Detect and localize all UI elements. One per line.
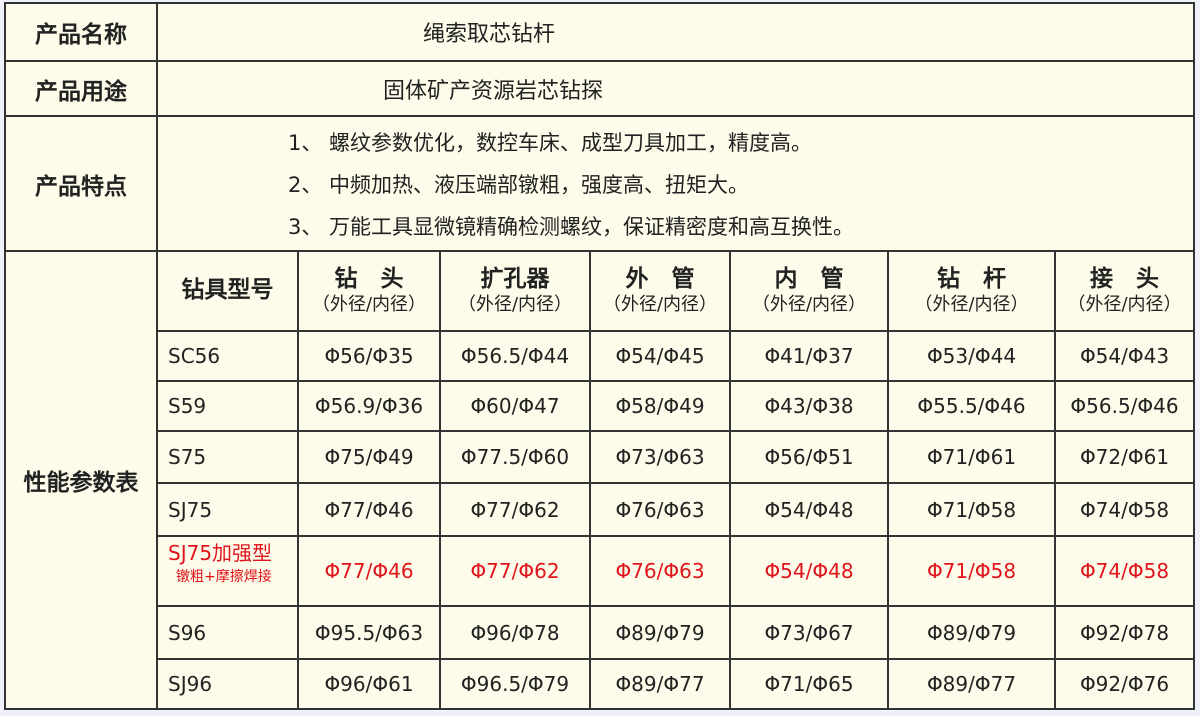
value-cell: Φ75/Φ49 — [299, 432, 441, 484]
value-cell: Φ77/Φ46 — [299, 484, 441, 537]
value-cell: Φ96.5/Φ79 — [441, 660, 591, 708]
model-cell: S59 — [158, 382, 299, 432]
product-table: 产品名称 绳索取芯钻杆 产品用途 固体矿产资源岩芯钻探 产品特点 1、 螺纹参数… — [4, 2, 1195, 710]
value-cell: Φ43/Φ38 — [731, 382, 889, 432]
label-product-name: 产品名称 — [6, 4, 158, 60]
value-cell: Φ71/Φ65 — [731, 660, 889, 708]
header-cell: 钻 杆（外径/内径） — [889, 252, 1056, 332]
header-subtitle: （外径/内径） — [1067, 294, 1182, 315]
value-cell: Φ53/Φ44 — [889, 332, 1056, 382]
value-cell: Φ58/Φ49 — [591, 382, 731, 432]
label-spec: 性能参数表 — [6, 252, 158, 708]
header-title: 接 头 — [1090, 266, 1159, 293]
header-subtitle: （外径/内径） — [751, 294, 867, 315]
value-cell: Φ71/Φ61 — [889, 432, 1056, 484]
feature-item: 3、 万能工具显微镜精确检测螺纹，保证精密度和高互换性。 — [288, 214, 855, 239]
value-cell: Φ77/Φ46 — [299, 537, 441, 607]
model-name: SJ96 — [168, 672, 213, 696]
model-name: SJ75 — [168, 497, 213, 522]
row-product-name: 产品名称 绳索取芯钻杆 — [6, 4, 1193, 62]
value-cell: Φ76/Φ63 — [591, 537, 731, 607]
header-cell: 接 头（外径/内径） — [1056, 252, 1193, 332]
header-title: 外 管 — [625, 266, 695, 293]
value-cell: Φ41/Φ37 — [731, 332, 889, 382]
value-cell: Φ54/Φ45 — [591, 332, 731, 382]
value-cell: Φ56/Φ35 — [299, 332, 441, 382]
value-cell: Φ54/Φ43 — [1056, 332, 1193, 382]
header-title: 钻具型号 — [181, 277, 274, 304]
model-cell: SC56 — [158, 332, 299, 382]
label-product-features: 产品特点 — [6, 117, 158, 250]
value-cell: Φ55.5/Φ46 — [889, 382, 1056, 432]
value-cell: Φ89/Φ77 — [889, 660, 1056, 708]
header-subtitle: （外径/内径） — [602, 294, 718, 315]
feature-item: 1、 螺纹参数优化，数控车床、成型刀具加工，精度高。 — [288, 130, 813, 155]
header-cell: 扩孔器 （外径/内径） — [441, 252, 591, 332]
value-cell: Φ95.5/Φ63 — [299, 607, 441, 660]
value-cell: Φ54/Φ48 — [731, 484, 889, 537]
value-cell: Φ89/Φ79 — [889, 607, 1056, 660]
value-cell: Φ73/Φ63 — [591, 432, 731, 484]
header-cell: 内 管（外径/内径） — [731, 252, 889, 332]
value-cell: Φ72/Φ61 — [1056, 432, 1193, 484]
header-subtitle: （外径/内径） — [311, 294, 427, 315]
value-cell: Φ89/Φ77 — [591, 660, 731, 708]
value-cell: Φ74/Φ58 — [1056, 484, 1193, 537]
header-title: 钻 杆 — [937, 266, 1006, 293]
feature-item: 2、 中频加热、液压端部镦粗，强度高、扭矩大。 — [288, 172, 750, 197]
header-title: 钻 头 — [334, 266, 404, 293]
model-name: SC56 — [168, 344, 221, 368]
header-cell: 钻具型号 — [158, 252, 299, 332]
value-cell: Φ77/Φ62 — [441, 537, 591, 607]
model-cell: S96 — [158, 607, 299, 660]
label-product-usage: 产品用途 — [6, 62, 158, 115]
header-title: 内 管 — [774, 266, 844, 293]
row-spec: 性能参数表 钻具型号钻 头（外径/内径） 扩孔器 （外径/内径）外 管（外径/内径）… — [6, 252, 1193, 708]
value-cell: Φ92/Φ76 — [1079, 672, 1170, 696]
model-cell: SJ75加强型镦粗+摩擦焊接 — [158, 537, 299, 607]
value-cell: Φ92/Φ78 — [1056, 607, 1193, 660]
features-list: 1、 螺纹参数优化，数控车床、成型刀具加工，精度高。 2、 中频加热、液压端部镦… — [158, 117, 1193, 250]
header-cell: 钻 头（外径/内径） — [299, 252, 441, 332]
value-cell: Φ76/Φ63 — [591, 484, 731, 537]
value-cell: Φ77.5/Φ60 — [441, 432, 591, 484]
row-product-features: 产品特点 1、 螺纹参数优化，数控车床、成型刀具加工，精度高。 2、 中频加热、… — [6, 117, 1193, 252]
model-cell: SJ96 — [158, 660, 299, 708]
value-cell: Φ60/Φ47 — [441, 382, 591, 432]
value-cell: Φ71/Φ58 — [889, 484, 1056, 537]
value-product-name: 绳索取芯钻杆 — [423, 22, 556, 47]
header-cell: 外 管（外径/内径） — [591, 252, 731, 332]
model-name: S96 — [168, 620, 207, 645]
value-cell: Φ89/Φ79 — [591, 607, 731, 660]
value-cell: Φ56/Φ51 — [731, 432, 889, 484]
header-subtitle: （外径/内径） — [457, 294, 573, 315]
model-cell: SJ75 — [158, 484, 299, 537]
value-cell: Φ71/Φ58 — [889, 537, 1056, 607]
header-title: 扩孔器 — [480, 266, 550, 293]
value-cell: Φ56.5/Φ46 — [1056, 382, 1193, 432]
value-cell: Φ56.5/Φ44 — [441, 332, 591, 382]
row-product-usage: 产品用途 固体矿产资源岩芯钻探 — [6, 62, 1193, 117]
value-cell: Φ96/Φ61 — [299, 660, 441, 708]
value-cell: Φ56.9/Φ36 — [299, 382, 441, 432]
model-note: 镦粗+摩擦焊接 — [176, 569, 272, 585]
value-cell: Φ96/Φ78 — [441, 607, 591, 660]
model-cell: S75 — [158, 432, 299, 484]
value-cell: Φ73/Φ67 — [731, 607, 889, 660]
header-subtitle: （外径/内径） — [914, 294, 1029, 315]
value-cell: Φ77/Φ62 — [441, 484, 591, 537]
value-cell: Φ54/Φ48 — [731, 537, 889, 607]
model-name: S75 — [168, 445, 207, 469]
value-cell: Φ74/Φ58 — [1056, 537, 1193, 607]
value-product-usage: 固体矿产资源岩芯钻探 — [383, 78, 604, 104]
model-name: SJ75加强型 — [168, 541, 273, 565]
spec-grid: 钻具型号钻 头（外径/内径） 扩孔器 （外径/内径）外 管（外径/内径）内 管（外径… — [158, 252, 1193, 708]
model-name: S59 — [168, 394, 207, 418]
